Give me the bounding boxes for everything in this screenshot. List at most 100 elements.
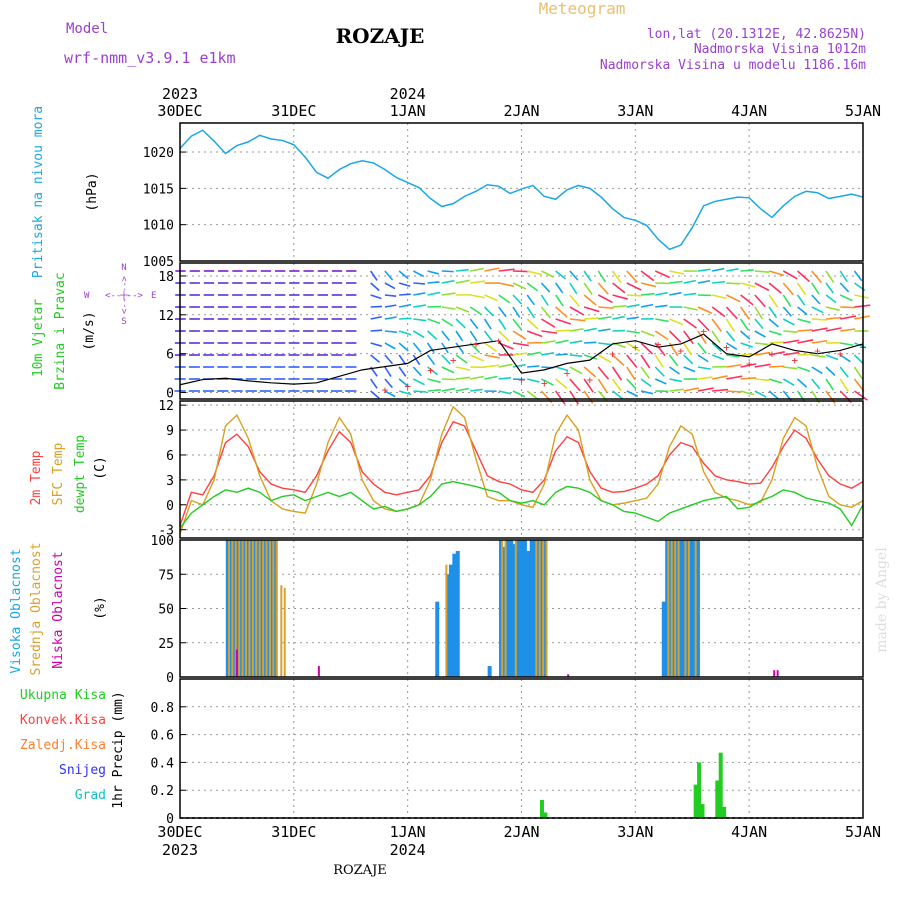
wind-arrow	[726, 354, 740, 358]
precip-tick-label: 0.6	[151, 729, 174, 744]
coords-label: lon,lat (20.1312E, 42.8625N)	[647, 27, 866, 42]
wind-arrow	[554, 390, 566, 405]
cloud-bar-mid	[535, 540, 538, 677]
temp-panel-frame	[179, 400, 864, 539]
wind-arrow	[612, 305, 627, 308]
wind-arrow	[441, 270, 454, 273]
wind-arrow	[512, 342, 529, 347]
wind-arrow	[398, 330, 412, 336]
wind-arrow	[797, 378, 808, 388]
wind-arrow	[597, 366, 610, 380]
wind-gust-marker: +	[700, 325, 707, 338]
wind-arrow	[754, 351, 771, 356]
precip-tick-label: 0.2	[151, 784, 174, 799]
cloud-bar-high	[455, 550, 460, 677]
cloud-bar-mid	[248, 540, 251, 677]
pressure-tick-label: 1005	[143, 255, 174, 270]
wind-arrow	[512, 352, 528, 356]
wind-arrow	[711, 294, 727, 300]
cloud-bar-high	[266, 540, 271, 677]
wind-arrow	[626, 366, 636, 381]
wind-arrow	[683, 342, 693, 356]
wind-arrow	[526, 378, 540, 383]
time-tick-top: 2JAN	[503, 102, 539, 120]
wind-arrow	[427, 270, 440, 275]
wind-arrow	[768, 294, 779, 308]
temp-tick-label: 3	[166, 474, 174, 489]
precip-legend-snow: Snijeg	[59, 763, 106, 778]
wind-arrow	[413, 304, 427, 308]
wind-arrow	[655, 318, 669, 323]
wind-arrow	[854, 294, 869, 299]
wind-arrow	[683, 279, 696, 284]
wind-arrow	[768, 282, 782, 294]
wind-gust-marker: +	[746, 357, 753, 370]
wind-arrow	[840, 315, 857, 320]
wind-arrow	[512, 306, 521, 318]
cloud-bar-high	[270, 540, 275, 677]
wind-arrow	[740, 282, 756, 288]
wind-arrow	[683, 330, 694, 345]
cloud-bar-mid	[542, 540, 545, 677]
wind-arrow	[384, 366, 392, 378]
wind-arrow	[712, 375, 728, 380]
cloud-tick-label: 75	[158, 568, 174, 583]
wind-arrow	[413, 318, 427, 322]
cloud-bar-mid	[694, 540, 697, 677]
wind-arrow	[470, 294, 485, 299]
cloud-tick-label: 50	[158, 603, 174, 618]
cloud-bar-high	[692, 540, 697, 677]
wind-arrow	[455, 387, 469, 392]
pressure-panel-frame	[179, 122, 864, 262]
wind-arrow	[370, 294, 382, 300]
wind-arrow	[854, 390, 868, 401]
temp-tick-label: 12	[158, 399, 174, 414]
wind-arrow	[441, 378, 456, 381]
wind-arrow	[825, 294, 837, 304]
wind-arrow	[555, 378, 568, 389]
wind-arrow	[669, 318, 684, 326]
wind-arrow	[797, 353, 813, 356]
elevation-label: Nadmorska Visina 1012m	[694, 42, 866, 57]
cloud-bar-high	[522, 540, 527, 677]
cloud-bar-mid	[234, 540, 237, 677]
wind-arrow	[512, 330, 527, 341]
wind-arrow	[840, 342, 854, 347]
wind-arrow	[370, 378, 378, 389]
cloud-bar-mid	[280, 585, 283, 677]
cloud-bar-high	[236, 540, 241, 677]
cloud-bar-mid	[227, 540, 230, 677]
wind-arrow	[725, 306, 738, 320]
wind-arrow	[782, 294, 792, 307]
wind-arrow	[384, 378, 393, 389]
wind-arrow	[583, 366, 597, 378]
wind-arrow	[554, 282, 564, 294]
temp-line-t2m	[179, 420, 864, 526]
wind-arrow	[768, 351, 785, 356]
wind-arrow	[797, 366, 811, 372]
wind-arrow	[384, 270, 394, 281]
cloud-bar-high	[256, 540, 261, 677]
cloud-bar-mid	[504, 540, 507, 677]
wind-arrow	[541, 318, 556, 328]
wind-arrow	[626, 342, 640, 352]
wind-arrow	[811, 306, 824, 314]
model-name: wrf-nmm_v3.9.1 e1km	[64, 49, 236, 67]
wind-arrow	[555, 353, 568, 356]
wind-arrow	[470, 375, 485, 380]
wind-arrow	[370, 329, 383, 332]
wind-arrow	[683, 354, 694, 365]
cloud-bar-high	[448, 564, 453, 677]
wind-arrow	[725, 330, 736, 342]
wind-arrow	[726, 294, 741, 303]
wind-gust-marker: +	[427, 364, 434, 377]
wind-arrow	[498, 282, 514, 287]
wind-arrow	[597, 270, 607, 283]
wind-speed-line	[179, 333, 864, 386]
wind-compass: W E <--|--> <--|--> S N	[84, 263, 156, 327]
wind-arrow	[483, 306, 495, 317]
temp-label-2m: 2m Temp	[29, 450, 44, 505]
time-tick-top: 31DEC	[271, 102, 316, 120]
wind-arrow	[854, 315, 870, 320]
time-tick-bottom: 2JAN	[503, 823, 539, 841]
